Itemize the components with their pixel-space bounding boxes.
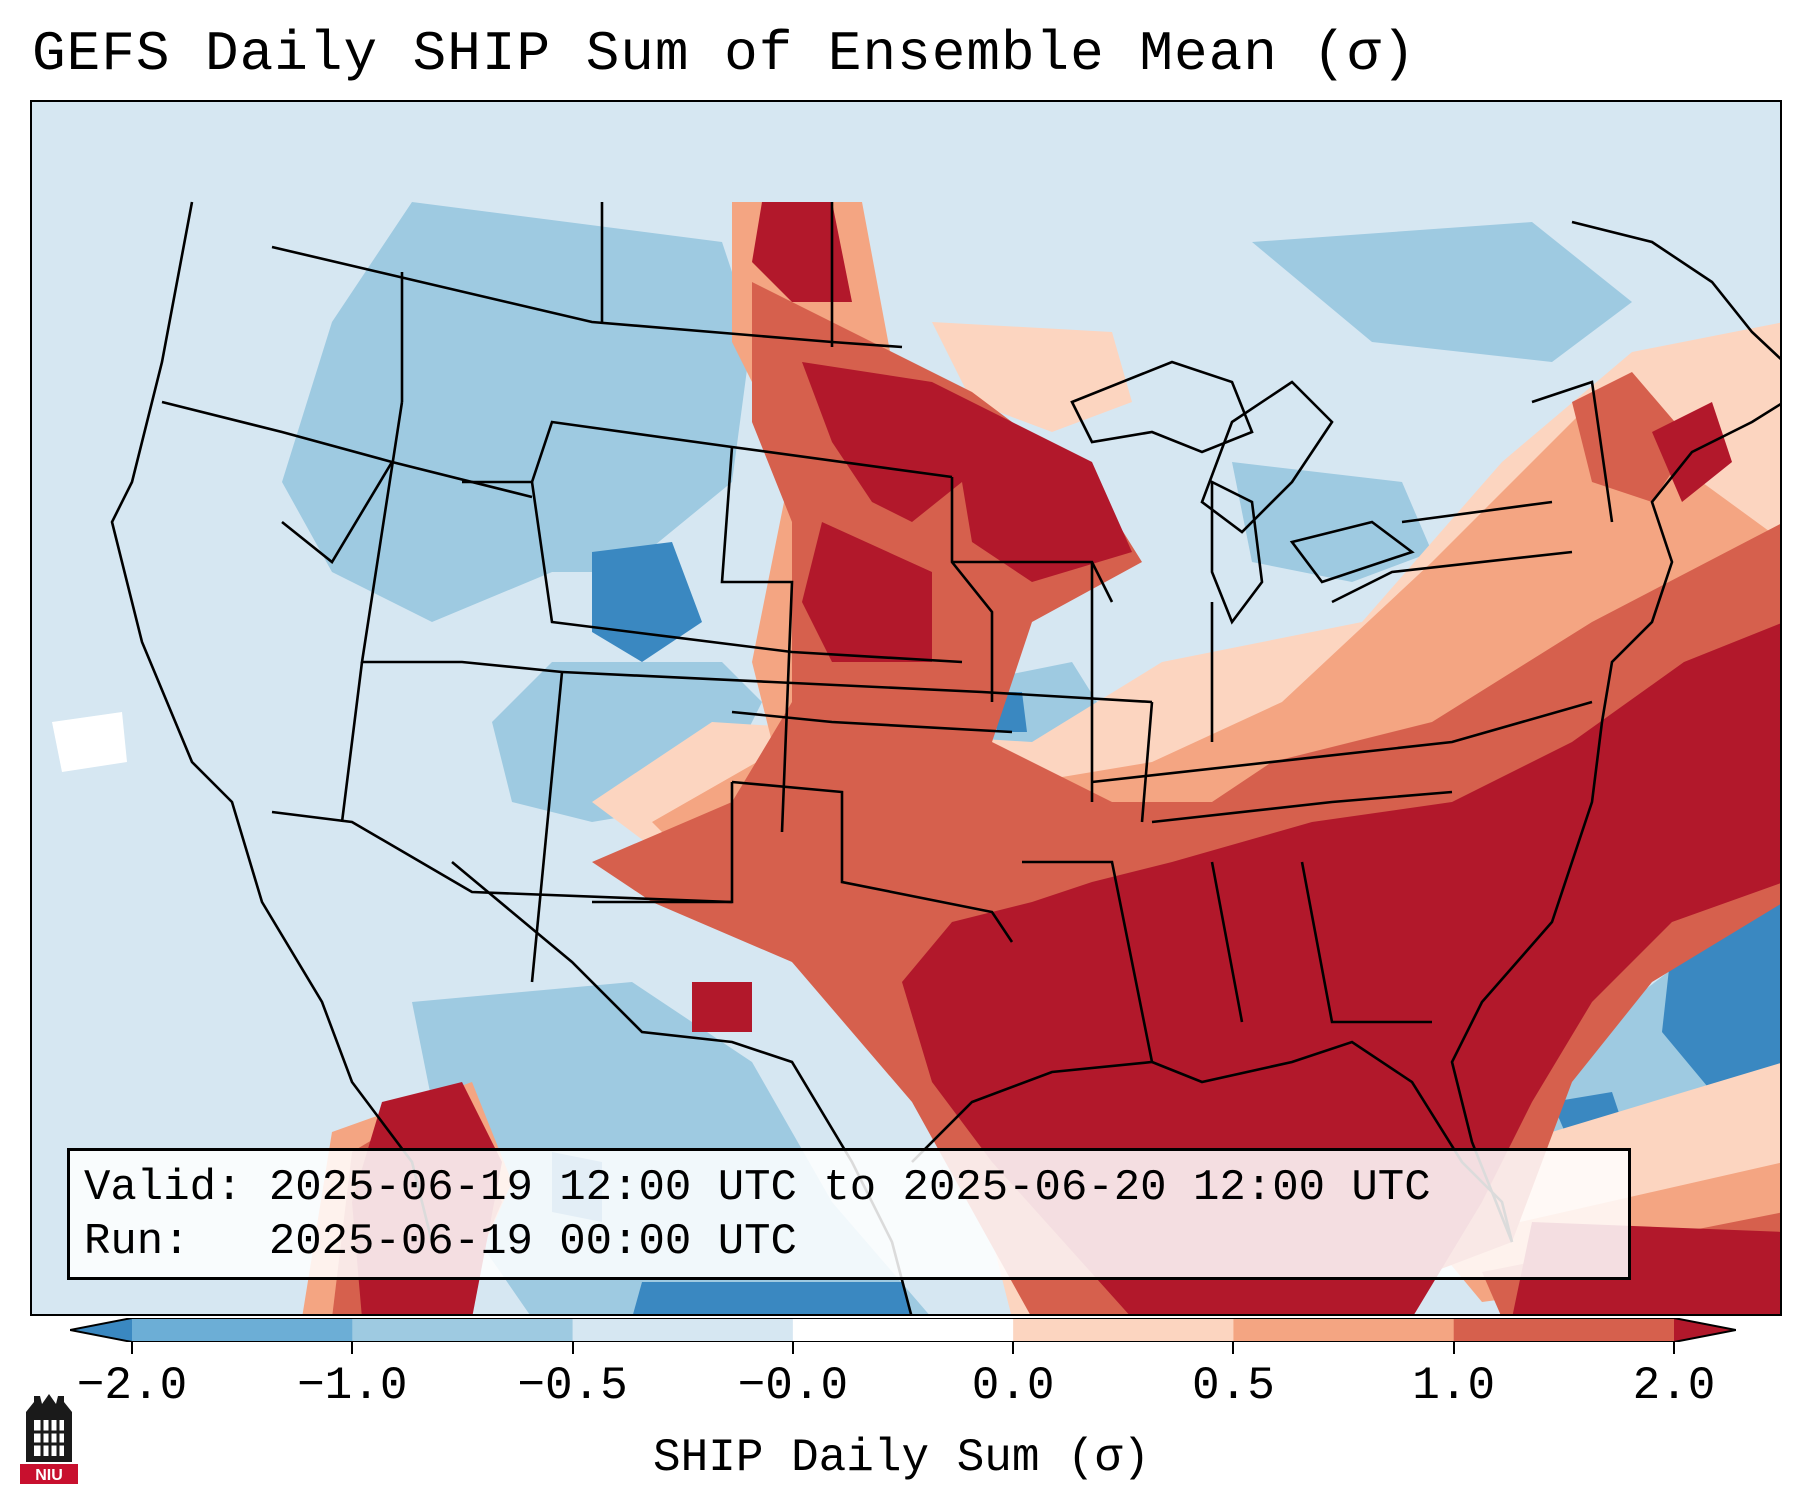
logo-grid-icon (34, 1420, 64, 1456)
colorbar-extend-high (1674, 1318, 1736, 1342)
colorbar-bin (792, 1318, 1014, 1342)
valid-time-text: Valid: 2025-06-19 12:00 UTC to 2025-06-2… (84, 1163, 1431, 1213)
colorbar-tick-label: 0.0 (971, 1360, 1055, 1412)
colorbar-label: SHIP Daily Sum (σ) (653, 1432, 1150, 1484)
colorbar-tick-label: −1.0 (297, 1360, 408, 1412)
colorbar (70, 1318, 1736, 1342)
colorbar-bin (352, 1318, 574, 1342)
colorbar-tick-label: −0.0 (737, 1360, 849, 1412)
map-canvas (52, 201, 1780, 1314)
colorbar-bin (1453, 1318, 1675, 1342)
colorbar-tick-label: 2.0 (1632, 1360, 1716, 1412)
colorbar-tick-mark (351, 1342, 354, 1354)
logo-text: NIU (35, 1467, 63, 1484)
colorbar-tick-label: −0.5 (517, 1360, 628, 1412)
colorbar-tick-mark (1673, 1342, 1675, 1354)
logo-banner (20, 1464, 78, 1484)
colorbar-bin (1013, 1318, 1234, 1342)
niu-logo: NIU (20, 1394, 78, 1484)
colorbar-tick-mark (131, 1342, 133, 1354)
chart-title: GEFS Daily SHIP Sum of Ensemble Mean (σ) (32, 22, 1417, 86)
colorbar-bin (132, 1318, 353, 1342)
coastline (110, 201, 1780, 1314)
colorbar-tick-mark (1012, 1342, 1015, 1354)
colorbar-tick-mark (1232, 1342, 1235, 1354)
colorbar-tick-mark (1452, 1342, 1455, 1354)
map-panel (30, 100, 1782, 1316)
colorbar-tick-mark (571, 1342, 574, 1354)
colorbar-tick-label: −2.0 (76, 1360, 188, 1412)
state-boundaries (161, 202, 1614, 1063)
colorbar-tick-label: 1.0 (1412, 1360, 1496, 1412)
near-zero-patch (52, 712, 127, 772)
colorbar-tick-label: 0.5 (1192, 1360, 1275, 1412)
validity-info-box: Valid: 2025-06-19 12:00 UTC to 2025-06-2… (67, 1148, 1631, 1280)
colorbar-bin (1233, 1318, 1455, 1342)
run-time-text: Run: 2025-06-19 00:00 UTC (84, 1217, 797, 1267)
colorbar-bin (572, 1318, 794, 1342)
colorbar-tick-mark (791, 1342, 794, 1354)
colorbar-extend-low (70, 1318, 132, 1342)
